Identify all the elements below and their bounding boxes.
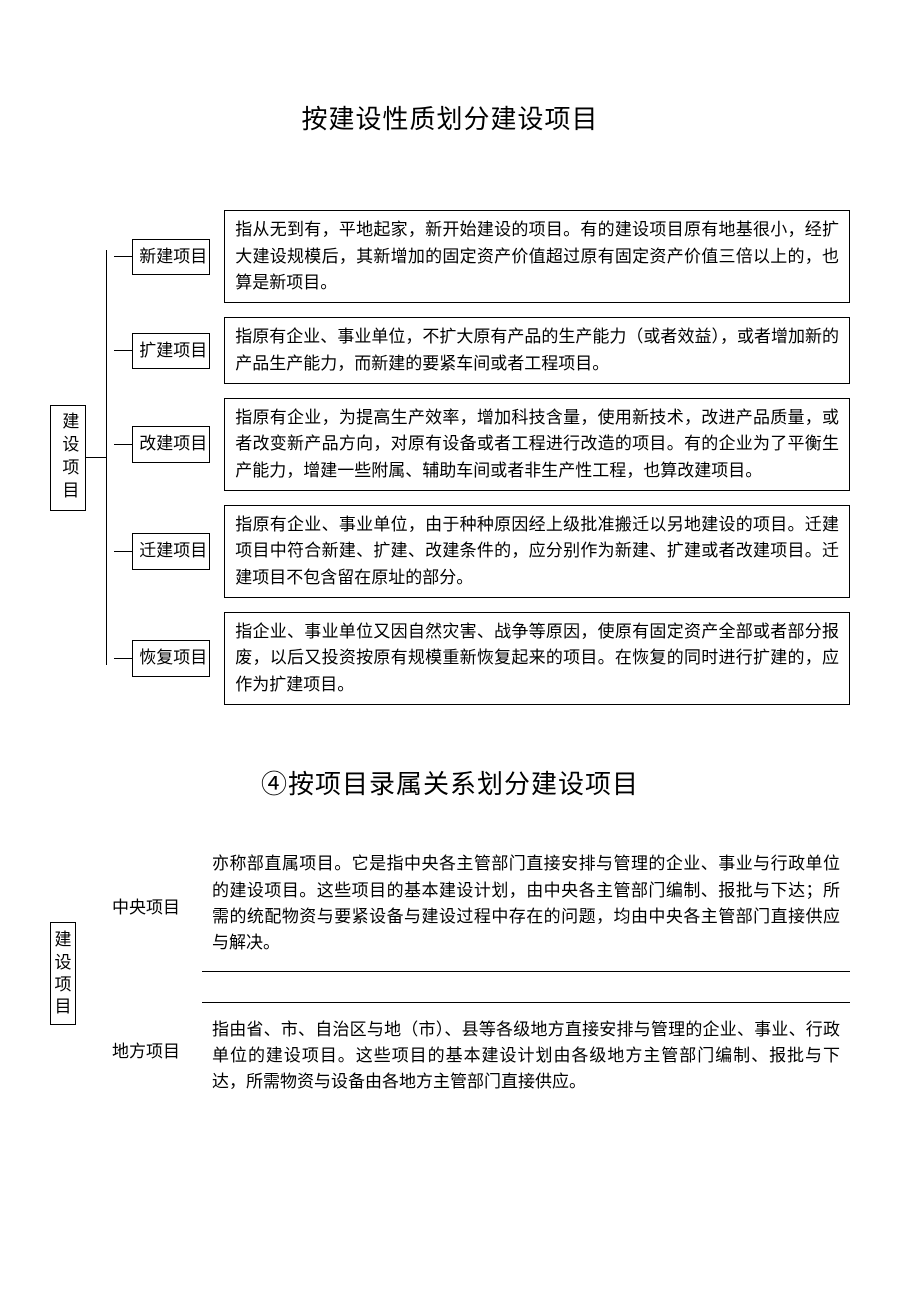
branches: 中央项目 亦称部直属项目。它是指中央各主管部门直接安排与管理的企业、事业与行政单… — [106, 845, 850, 1101]
root-char: 设 — [55, 953, 72, 972]
category-box: 新建项目 — [132, 239, 210, 275]
branch-item: 中央项目 亦称部直属项目。它是指中央各主管部门直接安排与管理的企业、事业与行政单… — [106, 845, 850, 971]
bracket-column — [106, 210, 114, 705]
branch-connector — [114, 444, 132, 445]
section1-title: 按建设性质划分建设项目 — [50, 100, 850, 140]
description-box: 指原有企业，为提高生产效率，增加科技含量，使用新技术，改进产品质量，或者改变新产… — [224, 398, 850, 491]
divider-line — [202, 971, 850, 972]
branch-item: 改建项目 指原有企业，为提高生产效率，增加科技含量，使用新技术，改进产品质量，或… — [114, 398, 850, 491]
divider-line — [202, 1002, 850, 1003]
category-label: 中央项目 — [106, 891, 186, 925]
bracket-vline — [106, 250, 107, 665]
description-box: 指从无到有，平地起家，新开始建设的项目。有的建设项目原有地基很小，经扩大建设规模… — [224, 210, 850, 303]
branch-item: 恢复项目 指企业、事业单位又因自然灾害、战争等原因，使原有固定资产全部或者部分报… — [114, 612, 850, 705]
root-char: 目 — [55, 997, 72, 1016]
root-box: 建 设 项 目 — [50, 922, 76, 1024]
root-column: 建 设 项 目 — [50, 845, 76, 1101]
root-box: 建设项目 — [50, 405, 86, 511]
section1-tree: 建设项目 新建项目 指从无到有，平地起家，新开始建设的项目。有的建设项目原有地基… — [50, 210, 850, 705]
branch-item: 新建项目 指从无到有，平地起家，新开始建设的项目。有的建设项目原有地基很小，经扩… — [114, 210, 850, 303]
description-text: 亦称部直属项目。它是指中央各主管部门直接安排与管理的企业、事业与行政单位的建设项… — [202, 845, 850, 962]
description-box: 指原有企业、事业单位，不扩大原有产品的生产能力（或者效益），或者增加新的产品生产… — [224, 317, 850, 384]
description-box: 指企业、事业单位又因自然灾害、战争等原因，使原有固定资产全部或者部分报废，以后又… — [224, 612, 850, 705]
section2-tree: 建 设 项 目 中央项目 亦称部直属项目。它是指中央各主管部门直接安排与管理的企… — [50, 845, 850, 1101]
root-connector — [86, 457, 106, 458]
category-box: 改建项目 — [132, 426, 210, 462]
root-char: 建 — [55, 930, 72, 949]
branch-item: 迁建项目 指原有企业、事业单位，由于种种原因经上级批准搬迁以另地建设的项目。迁建… — [114, 505, 850, 598]
category-label: 地方项目 — [106, 1035, 186, 1069]
root-column: 建设项目 — [50, 210, 106, 705]
branch-connector — [114, 658, 132, 659]
category-box: 迁建项目 — [132, 533, 210, 569]
category-box: 恢复项目 — [132, 640, 210, 676]
branch-connector — [114, 551, 132, 552]
branch-item: 扩建项目 指原有企业、事业单位，不扩大原有产品的生产能力（或者效益），或者增加新… — [114, 317, 850, 384]
branches: 新建项目 指从无到有，平地起家，新开始建设的项目。有的建设项目原有地基很小，经扩… — [114, 210, 850, 705]
branch-connector — [114, 350, 132, 351]
root-char: 项 — [55, 975, 72, 994]
section2-title: ④按项目录属关系划分建设项目 — [50, 765, 850, 805]
description-box: 指原有企业、事业单位，由于种种原因经上级批准搬迁以另地建设的项目。迁建项目中符合… — [224, 505, 850, 598]
category-box: 扩建项目 — [132, 333, 210, 369]
branch-item: 地方项目 指由省、市、自治区与地（市）、县等各级地方直接安排与管理的企业、事业、… — [106, 1002, 850, 1102]
branch-connector — [114, 256, 132, 257]
description-text: 指由省、市、自治区与地（市）、县等各级地方直接安排与管理的企业、事业、行政单位的… — [202, 1011, 850, 1102]
